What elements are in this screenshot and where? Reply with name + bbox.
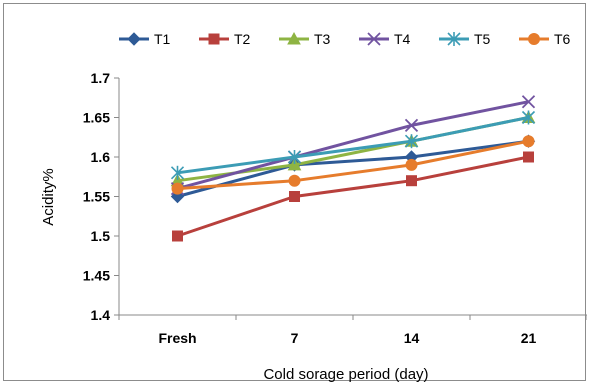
y-tick-label: 1.5 [91,228,111,244]
legend-item-t6: T6 [519,31,571,47]
series-line-t4 [177,100,529,191]
data-point-t4 [521,95,536,109]
legend-item-t5: T5 [439,31,491,47]
legend-marker-t5 [447,32,461,46]
legend-marker-t3 [287,31,301,45]
chart-frame: T1 T2 T3 T4 T5 T6 Acidity% Cold sorage period… [3,3,588,383]
line-chart: T1 T2 T3 T4 T5 T6 Acidity% Cold sorage period… [40,31,588,383]
series-t1 [170,134,536,204]
data-point-t4 [404,118,419,133]
series-t5 [170,110,536,180]
series-t2 [172,151,534,242]
legend-marker-t4 [367,32,381,46]
legend-label-t4: T4 [394,31,411,47]
y-tick-label: 1.45 [83,268,110,284]
x-axis-label: Cold sorage period (day) [263,366,428,382]
x-tick-label: 21 [521,330,537,346]
legend-label-t3: T3 [314,31,331,47]
legend: T1 T2 T3 T4 T5 T6 [119,31,571,47]
series-t6 [171,135,535,195]
data-point-t2 [406,175,417,187]
y-tick-label: 1.4 [91,307,111,323]
axes: 1.4 1.45 1.5 1.55 1.6 1.65 1.7 Fresh 7 14 21 [83,70,588,346]
legend-item-t4: T4 [359,31,411,47]
data-point-t5 [404,134,419,149]
y-tick-label: 1.55 [83,189,110,205]
data-point-t5 [170,165,185,180]
series-line-t1 [177,139,529,198]
data-point-t5 [521,110,536,125]
y-tick-label: 1.65 [83,110,110,126]
series-line-t5 [177,116,529,175]
y-axis-label: Acidity% [40,168,57,226]
data-point-t6 [522,135,535,148]
data-point-t2 [523,151,534,163]
data-point-t2 [172,230,183,242]
series-line-t2 [177,155,529,238]
legend-label-t1: T1 [154,31,171,47]
y-tick-label: 1.7 [91,70,111,86]
legend-item-t2: T2 [199,31,251,47]
legend-marker-t6 [528,33,540,45]
data-point-t5 [287,150,302,164]
legend-marker-t2 [208,33,220,45]
legend-label-t5: T5 [474,31,491,47]
x-tick-label: 7 [291,330,299,346]
data-point-t2 [289,191,300,202]
x-tick-label: Fresh [158,330,196,346]
y-tick-label: 1.6 [91,149,111,165]
legend-label-t2: T2 [234,31,251,47]
data-point-t6 [405,158,418,171]
series-line-t6 [177,139,529,191]
legend-item-t1: T1 [119,31,171,47]
legend-marker-t1 [127,32,141,46]
series-layer [170,95,536,242]
legend-label-t6: T6 [554,31,571,47]
series-t4 [170,95,536,196]
data-point-t3 [287,157,302,171]
data-point-t6 [288,174,301,187]
data-point-t6 [171,182,184,195]
x-tick-label: 14 [404,330,420,346]
legend-item-t3: T3 [279,31,331,47]
